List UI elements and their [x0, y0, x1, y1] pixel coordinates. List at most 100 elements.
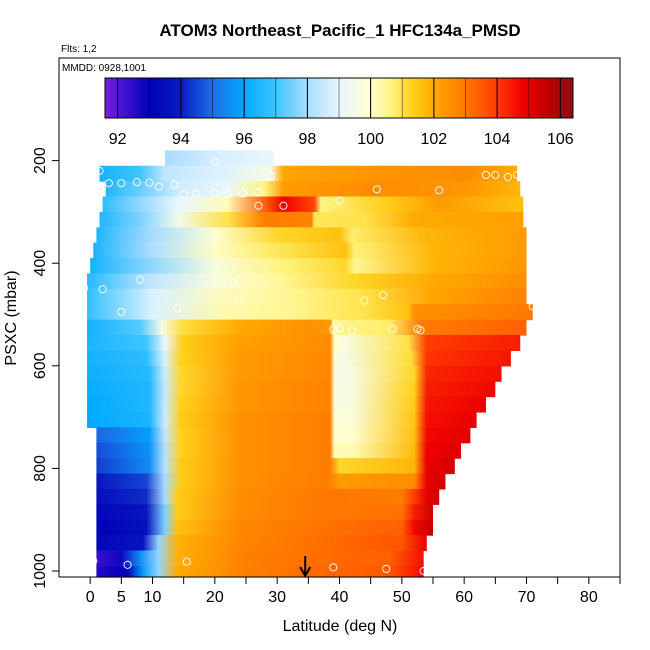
colorbar-tick-label: 102: [421, 131, 448, 148]
heatmap-row: [87, 335, 521, 352]
heatmap-row: [96, 458, 455, 475]
heatmap-row: [96, 565, 424, 578]
sample-point: [388, 324, 397, 333]
sample-point: [135, 275, 145, 284]
x-axis: 0 5 10 20 30 40 50 60 70 80: [86, 577, 621, 606]
y-tick-label: 600: [32, 352, 49, 379]
x-tick-label: 80: [580, 589, 598, 606]
sample-point: [266, 171, 276, 181]
sample-point: [279, 201, 288, 210]
chart-title: ATOM3 Northeast_Pacific_1 HFC134a_PMSD: [159, 21, 520, 40]
sample-point: [210, 157, 219, 166]
y-tick-label: 200: [32, 147, 49, 174]
sample-point: [335, 196, 344, 205]
sample-point: [79, 283, 89, 292]
sample-point: [229, 278, 238, 287]
heatmap-row: [96, 427, 471, 444]
sample-point: [223, 190, 232, 199]
heatmap-row: [87, 350, 511, 367]
heatmap-row: [96, 504, 434, 521]
sample-point: [179, 190, 188, 199]
sample-point: [104, 179, 113, 188]
sample-point: [335, 324, 344, 333]
heatmap-row: [99, 165, 518, 182]
heatmap-row: [96, 488, 440, 505]
sample-point: [419, 566, 428, 576]
colorbar-tick-label: 98: [298, 131, 316, 148]
colorbar-tick-label: 96: [235, 131, 253, 148]
colorbar: 92 94 96 98 100 102 104 106: [104, 77, 574, 148]
heatmap-row: [90, 258, 527, 275]
heatmap-row: [87, 381, 496, 398]
latitude-arrow: [299, 556, 312, 579]
heatmap-row: [96, 519, 434, 536]
sample-point: [210, 189, 219, 198]
y-axis: 200 400 600 800 1000: [32, 147, 59, 589]
heatmap-row: [87, 396, 486, 413]
sample-point: [528, 302, 537, 311]
heatmap-row: [102, 196, 524, 213]
heatmap-row: [96, 535, 427, 552]
sample-point: [329, 563, 338, 572]
heatmap-row: [87, 411, 477, 428]
sample-point: [372, 185, 381, 194]
x-tick-label: 30: [268, 589, 286, 606]
x-tick-label: 20: [206, 589, 224, 606]
x-tick-label: 60: [455, 589, 473, 606]
x-tick-label: 0: [86, 589, 95, 606]
colorbar-tick-label: 94: [172, 131, 190, 148]
heatmap-row: [96, 227, 527, 244]
dates-label: MMDD: 0928,1001: [62, 63, 146, 74]
sample-point: [513, 170, 522, 180]
sample-point: [235, 297, 244, 306]
sample-point: [238, 189, 247, 198]
colorbar-tick-label: 104: [484, 131, 511, 148]
sample-point: [413, 324, 422, 333]
x-tick-label: 10: [144, 589, 162, 606]
x-tick-label: 5: [117, 589, 126, 606]
sample-markers: [79, 157, 537, 576]
sample-point: [145, 178, 154, 187]
heatmap-row: [99, 211, 524, 228]
sample-point: [89, 556, 98, 565]
sample-point: [435, 186, 444, 195]
heatmap-row: [87, 365, 502, 382]
heatmap-row: [164, 150, 275, 167]
sample-point: [347, 326, 357, 336]
y-tick-label: 800: [32, 455, 49, 482]
sample-point: [254, 201, 263, 210]
sample-point: [360, 296, 369, 305]
heatmap-row: [96, 442, 462, 459]
sample-point: [481, 170, 491, 180]
sample-point: [503, 172, 512, 182]
heatmap-row: [87, 319, 527, 336]
sample-point: [329, 325, 338, 334]
x-axis-label: Latitude (deg N): [283, 618, 398, 635]
colorbar-tick-label: 106: [547, 131, 574, 148]
flights-label: Flts: 1,2: [61, 44, 97, 55]
heatmap-row: [87, 304, 533, 321]
heatmap-row: [87, 273, 527, 290]
heatmap-cells: [87, 150, 533, 578]
heatmap-row: [93, 242, 527, 259]
heatmap-row: [87, 288, 527, 305]
colorbar-tick-label: 92: [109, 131, 127, 148]
heatmap-row: [96, 473, 446, 490]
heatmap-row: [105, 181, 521, 198]
y-tick-label: 400: [32, 250, 49, 277]
sample-point: [491, 170, 500, 180]
sample-point: [173, 304, 182, 313]
sample-point: [379, 290, 388, 300]
sample-point: [154, 182, 163, 191]
sample-point: [192, 189, 201, 198]
heatmap-row: [96, 550, 424, 567]
sample-point: [95, 166, 104, 175]
sample-point: [123, 560, 132, 569]
sample-point: [170, 180, 179, 189]
y-axis-label: PSXC (mbar): [3, 270, 20, 365]
sample-point: [182, 557, 191, 566]
sample-point: [254, 188, 263, 197]
arrow-head: [299, 566, 312, 579]
sample-point: [117, 307, 126, 317]
